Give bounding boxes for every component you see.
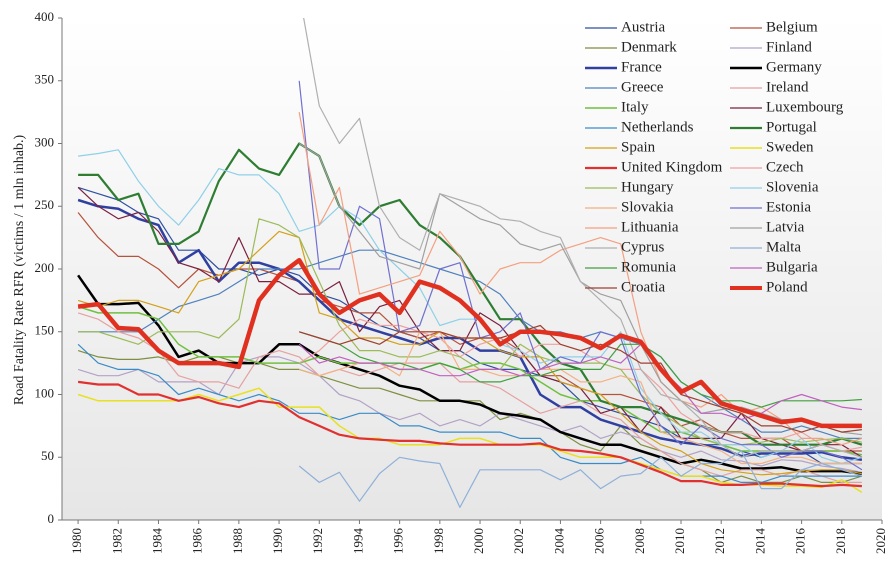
series-line [299, 331, 862, 465]
series-line [77, 343, 862, 483]
y-axis-label: Road Fatality Rate RFR (victims / 1 mln … [12, 135, 27, 406]
lines [77, 18, 863, 508]
series-line [77, 186, 863, 458]
legend-label: Portugal [766, 119, 817, 135]
legend-label: Malta [766, 239, 801, 255]
legend-label: Luxembourg [766, 99, 844, 115]
x-tick-label: 1996 [391, 528, 406, 555]
legend-label: Netherlands [621, 119, 694, 135]
y-tick-label: 150 [35, 323, 55, 338]
legend-label: Spain [621, 139, 656, 155]
legend-label: Bulgaria [766, 259, 818, 275]
y-tick-label: 350 [35, 72, 55, 87]
series-line [77, 198, 863, 462]
series-line [298, 450, 863, 508]
series-line [299, 331, 862, 408]
x-tick-label: 1982 [109, 528, 124, 554]
legend-label: France [621, 59, 662, 75]
x-tick-label: 2018 [833, 528, 848, 554]
legend-label: Belgium [766, 19, 818, 35]
legend-label: Cyprus [621, 239, 665, 255]
x-tick-label: 1998 [431, 528, 446, 554]
legend-label: Croatia [621, 279, 665, 295]
series-line [299, 324, 862, 433]
x-tick-label: 1980 [69, 528, 84, 554]
legend-label: Latvia [766, 219, 805, 235]
y-tick-label: 0 [48, 511, 55, 526]
legend-label: Lithuania [621, 219, 679, 235]
legend-label: Hungary [621, 179, 674, 195]
x-tick-label: 1984 [149, 528, 164, 555]
x-tick-label: 2004 [551, 528, 566, 555]
series-line [298, 343, 862, 421]
legend-label: Italy [621, 99, 649, 115]
legend-label: Czech [766, 159, 804, 175]
x-tick-label: 2006 [592, 528, 607, 555]
series-line [77, 380, 862, 488]
legend-label: Greece [621, 79, 664, 95]
y-tick-label: 200 [35, 260, 55, 275]
x-tick-label: 2008 [632, 528, 647, 554]
x-tick-label: 2000 [471, 528, 486, 554]
y-tick-label: 400 [35, 9, 55, 24]
y-tick-label: 250 [35, 197, 55, 212]
x-tick-label: 1986 [190, 528, 205, 555]
y-tick-label: 100 [35, 385, 55, 400]
series-line [77, 387, 863, 494]
x-tick-label: 1992 [310, 528, 325, 554]
legend-label: Austria [621, 19, 666, 35]
x-tick-label: 2002 [511, 528, 526, 554]
x-tick-label: 2012 [712, 528, 727, 554]
legend-label: Finland [766, 39, 812, 55]
y-tick-label: 50 [41, 448, 54, 463]
series-line [77, 212, 862, 452]
series-line [298, 111, 863, 446]
series-line [78, 149, 863, 465]
x-tick-label: 2020 [873, 528, 888, 554]
legend-label: Sweden [766, 139, 814, 155]
legend-label: Slovenia [766, 179, 819, 195]
legend-label: Ireland [766, 79, 809, 95]
legend-label: Romunia [621, 259, 676, 275]
x-tick-label: 2014 [752, 528, 767, 555]
legend-label: United Kingdom [621, 159, 723, 175]
y-tick-label: 300 [35, 134, 55, 149]
legend-label: Poland [766, 279, 808, 295]
legend-label: Germany [766, 59, 822, 75]
x-tick-label: 2016 [793, 528, 808, 555]
x-tick-label: 1990 [270, 528, 285, 554]
series-line [77, 305, 863, 456]
legend-label: Estonia [766, 199, 811, 215]
series-line [78, 249, 862, 439]
series-line [303, 18, 863, 458]
series-line [77, 356, 863, 473]
legend-label: Slovakia [621, 199, 674, 215]
x-tick-label: 1994 [350, 528, 365, 555]
series-line [77, 257, 862, 429]
legend-label: Denmark [621, 39, 677, 55]
x-tick-label: 2010 [672, 528, 687, 554]
x-tick-label: 1988 [230, 528, 245, 554]
series-line [77, 312, 862, 483]
